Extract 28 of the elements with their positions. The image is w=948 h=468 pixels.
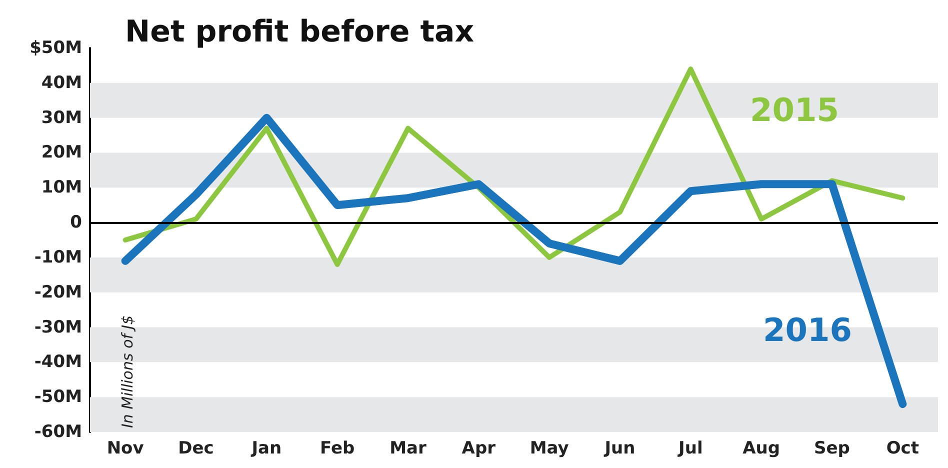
y-tick-label: -40M [34, 352, 82, 372]
x-tick-label: Feb [320, 438, 355, 458]
x-tick-label: Jun [604, 438, 636, 458]
x-tick-label: Nov [106, 438, 144, 458]
series-label: 2015 [750, 91, 840, 129]
x-tick-label: Aug [742, 438, 780, 458]
x-tick-label: Jan [250, 438, 282, 458]
y-tick-label: -20M [34, 282, 82, 302]
y-tick-label: -50M [34, 387, 82, 408]
y-tick-label: 30M [41, 108, 82, 128]
chart-title: Net profit before tax [125, 14, 474, 50]
y-tick-label: 20M [41, 142, 82, 163]
y-tick-label: $50M [30, 38, 82, 58]
x-tick-label: Oct [886, 438, 919, 458]
y-tick-label: 10M [41, 178, 82, 198]
y-tick-label: -30M [34, 317, 82, 338]
x-tick-label: Apr [462, 438, 496, 458]
x-tick-label: May [530, 438, 569, 458]
y-tick-label: -60M [34, 422, 82, 442]
series-label: 2016 [763, 311, 852, 349]
x-tick-label: Dec [178, 438, 214, 458]
x-tick-label: Sep [814, 438, 850, 458]
y-tick-label: 40M [41, 72, 82, 93]
x-tick-label: Mar [390, 438, 427, 458]
y-tick-label: -10M [34, 247, 82, 268]
y-tick-label: 0 [70, 212, 82, 233]
y-axis-title: In Millions of J$ [118, 315, 136, 428]
x-tick-label: Jul [678, 438, 703, 458]
